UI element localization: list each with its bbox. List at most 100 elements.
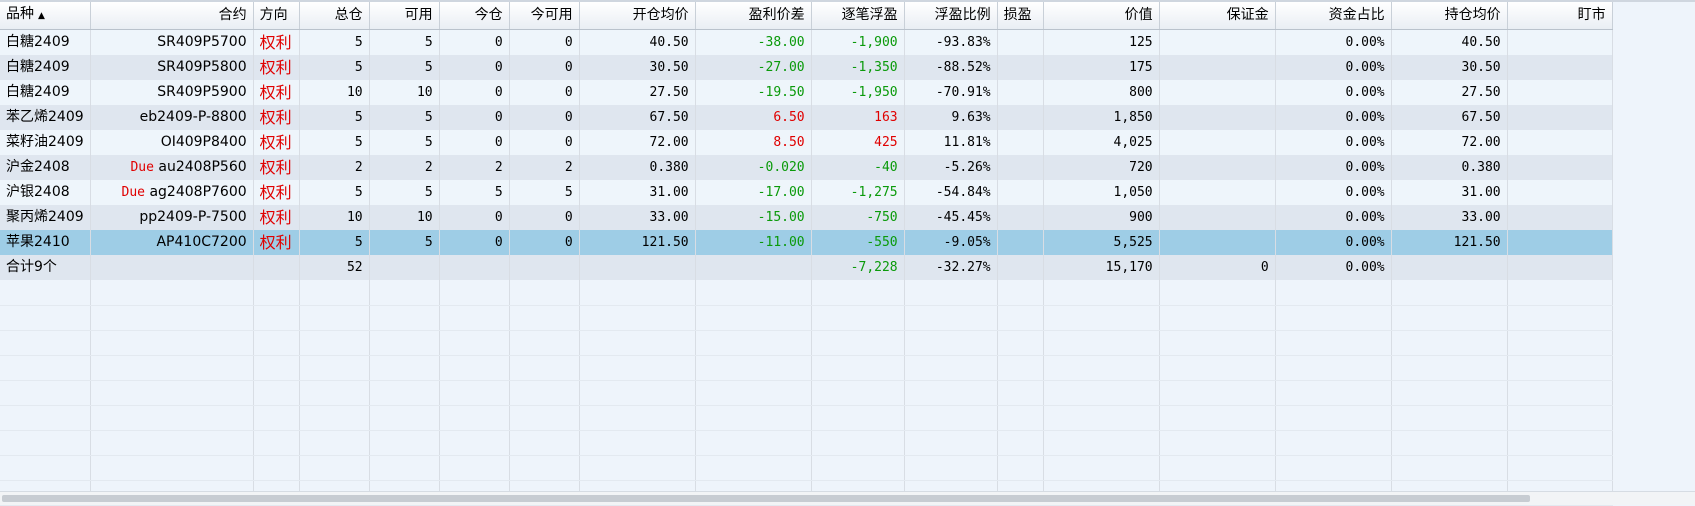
cell-stop bbox=[997, 155, 1044, 180]
cell-available: 5 bbox=[369, 29, 440, 55]
empty-cell bbox=[0, 430, 91, 456]
col-header-fund-ratio[interactable]: 资金占比 bbox=[1275, 2, 1392, 30]
table-row[interactable]: 沪金2408 Due au2408P560 权利 2 2 2 2 0.380 -… bbox=[0, 155, 1613, 180]
empty-cell bbox=[1275, 455, 1392, 481]
empty-cell bbox=[90, 330, 254, 356]
cell-total: 5 bbox=[299, 29, 370, 55]
scrollbar-thumb[interactable] bbox=[2, 495, 1530, 502]
empty-cell bbox=[439, 455, 510, 481]
empty-cell bbox=[90, 455, 254, 481]
totals-pl-diff bbox=[695, 255, 812, 280]
cell-stop bbox=[997, 130, 1044, 155]
col-header-today[interactable]: 今仓 bbox=[439, 2, 510, 30]
empty-cell bbox=[1507, 305, 1613, 331]
col-header-available[interactable]: 可用 bbox=[369, 2, 440, 30]
empty-cell bbox=[997, 355, 1044, 381]
col-header-mtm[interactable]: 盯市 bbox=[1507, 2, 1613, 30]
cell-today: 0 bbox=[439, 205, 510, 230]
col-header-stop[interactable]: 损盈 bbox=[997, 2, 1044, 30]
empty-cell bbox=[90, 280, 254, 306]
cell-margin bbox=[1159, 105, 1276, 130]
cell-today: 5 bbox=[439, 180, 510, 205]
empty-cell bbox=[579, 305, 696, 331]
empty-cell bbox=[695, 455, 812, 481]
totals-open-avg bbox=[579, 255, 696, 280]
empty-cell bbox=[1159, 455, 1276, 481]
cell-contract: SR409P5900 bbox=[90, 80, 254, 105]
cell-open-avg: 40.50 bbox=[579, 29, 696, 55]
cell-value: 800 bbox=[1043, 80, 1160, 105]
cell-total: 5 bbox=[299, 230, 370, 255]
col-header-pl-diff[interactable]: 盈利价差 bbox=[695, 2, 812, 30]
cell-pl-diff: -0.020 bbox=[695, 155, 812, 180]
cell-pl-diff: 8.50 bbox=[695, 130, 812, 155]
empty-cell bbox=[579, 280, 696, 306]
col-header-value[interactable]: 价值 bbox=[1043, 2, 1160, 30]
cell-available: 5 bbox=[369, 130, 440, 155]
empty-cell bbox=[369, 405, 440, 431]
col-header-float-ratio[interactable]: 浮盈比例 bbox=[904, 2, 998, 30]
table-row[interactable]: 白糖2409 SR409P5700 权利 5 5 0 0 40.50 -38.0… bbox=[0, 29, 1613, 55]
empty-cell bbox=[1275, 430, 1392, 456]
col-header-hold-avg[interactable]: 持仓均价 bbox=[1391, 2, 1508, 30]
empty-cell bbox=[439, 280, 510, 306]
cell-contract: Due au2408P560 bbox=[90, 155, 254, 180]
cell-direction: 权利 bbox=[253, 180, 300, 205]
empty-cell bbox=[439, 380, 510, 406]
positions-table: 品种 ▲ 合约 方向 总仓 可用 今仓 今可用 开仓均价 盈利价差 逐笔浮盈 浮盈… bbox=[0, 2, 1613, 506]
cell-available: 5 bbox=[369, 230, 440, 255]
cell-mtm bbox=[1507, 29, 1613, 55]
cell-variety: 沪金2408 bbox=[0, 155, 91, 180]
empty-cell bbox=[299, 305, 370, 331]
cell-margin bbox=[1159, 230, 1276, 255]
table-row[interactable]: 苯乙烯2409 eb2409-P-8800 权利 5 5 0 0 67.50 6… bbox=[0, 105, 1613, 130]
totals-label: 合计9个 bbox=[0, 255, 91, 280]
cell-variety: 白糖2409 bbox=[0, 80, 91, 105]
empty-row bbox=[0, 280, 1613, 306]
table-row[interactable]: 沪银2408 Due ag2408P7600 权利 5 5 5 5 31.00 … bbox=[0, 180, 1613, 205]
empty-cell bbox=[0, 330, 91, 356]
col-header-today-available[interactable]: 今可用 bbox=[509, 2, 580, 30]
col-header-total[interactable]: 总仓 bbox=[299, 2, 370, 30]
empty-cell bbox=[0, 405, 91, 431]
cell-margin bbox=[1159, 80, 1276, 105]
col-header-direction[interactable]: 方向 bbox=[253, 2, 300, 30]
table-row[interactable]: 菜籽油2409 OI409P8400 权利 5 5 0 0 72.00 8.50… bbox=[0, 130, 1613, 155]
totals-row[interactable]: 合计9个 52 -7,228 -32.27% 15,170 0 0.00% bbox=[0, 255, 1613, 280]
empty-cell bbox=[997, 430, 1044, 456]
empty-cell bbox=[1043, 430, 1160, 456]
table-row[interactable]: 白糖2409 SR409P5900 权利 10 10 0 0 27.50 -19… bbox=[0, 80, 1613, 105]
cell-float-ratio: -88.52% bbox=[904, 55, 998, 80]
horizontal-scrollbar[interactable] bbox=[0, 491, 1695, 505]
totals-margin: 0 bbox=[1159, 255, 1276, 280]
col-header-float-pl[interactable]: 逐笔浮盈 bbox=[811, 2, 905, 30]
totals-mtm bbox=[1507, 255, 1613, 280]
empty-cell bbox=[1391, 305, 1508, 331]
col-header-open-avg[interactable]: 开仓均价 bbox=[579, 2, 696, 30]
empty-cell bbox=[253, 430, 300, 456]
cell-fund-ratio: 0.00% bbox=[1275, 130, 1392, 155]
cell-available: 5 bbox=[369, 105, 440, 130]
cell-today: 0 bbox=[439, 105, 510, 130]
cell-value: 4,025 bbox=[1043, 130, 1160, 155]
table-row[interactable]: 白糖2409 SR409P5800 权利 5 5 0 0 30.50 -27.0… bbox=[0, 55, 1613, 80]
cell-today: 0 bbox=[439, 80, 510, 105]
col-header-variety[interactable]: 品种 ▲ bbox=[0, 2, 91, 30]
empty-cell bbox=[579, 355, 696, 381]
cell-float-ratio: -70.91% bbox=[904, 80, 998, 105]
empty-cell bbox=[1043, 455, 1160, 481]
col-header-margin[interactable]: 保证金 bbox=[1159, 2, 1276, 30]
table-row[interactable]: 苹果2410 AP410C7200 权利 5 5 0 0 121.50 -11.… bbox=[0, 230, 1613, 255]
cell-open-avg: 31.00 bbox=[579, 180, 696, 205]
cell-hold-avg: 67.50 bbox=[1391, 105, 1508, 130]
empty-cell bbox=[1507, 430, 1613, 456]
cell-total: 5 bbox=[299, 55, 370, 80]
col-header-contract[interactable]: 合约 bbox=[90, 2, 254, 30]
table-row[interactable]: 聚丙烯2409 pp2409-P-7500 权利 10 10 0 0 33.00… bbox=[0, 205, 1613, 230]
empty-cell bbox=[904, 305, 998, 331]
empty-cell bbox=[253, 305, 300, 331]
cell-variety: 苯乙烯2409 bbox=[0, 105, 91, 130]
empty-cell bbox=[904, 280, 998, 306]
empty-cell bbox=[1159, 305, 1276, 331]
cell-fund-ratio: 0.00% bbox=[1275, 230, 1392, 255]
